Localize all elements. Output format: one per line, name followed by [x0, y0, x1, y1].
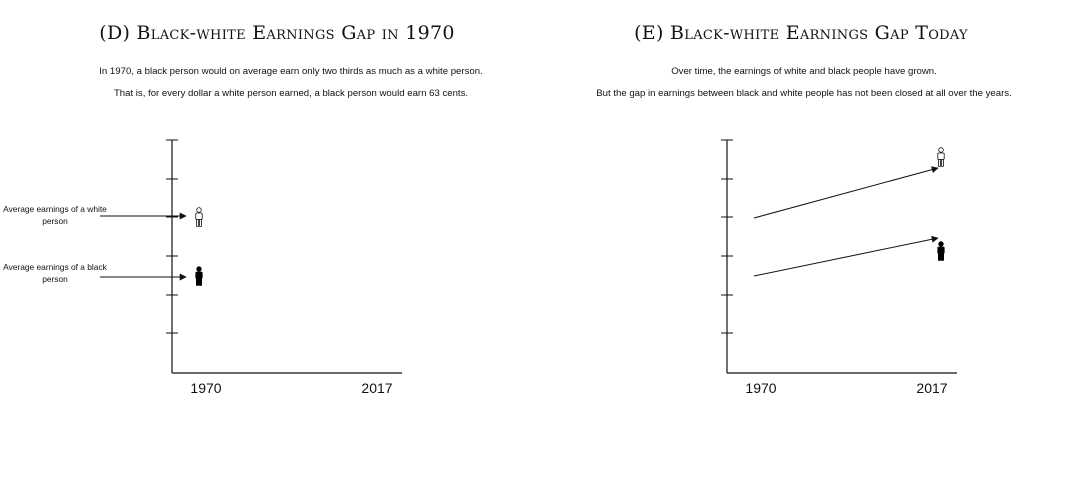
panel-d-title: (D) Black-white Earnings Gap in 1970 [99, 22, 455, 44]
panel-d: (D) Black-white Earnings Gap in 1970 In … [3, 22, 483, 396]
panel-d-caption-line1: In 1970, a black person would on average… [99, 66, 483, 77]
panel-d-chart: 1970 2017 [100, 139, 402, 396]
panel-e-caption-line1: Over time, the earnings of white and bla… [671, 66, 937, 77]
white-person-icon [195, 207, 203, 227]
panel-e-x-label-2017: 2017 [916, 380, 947, 396]
label-white-earnings: Average earnings of a white person [3, 204, 107, 226]
white-earnings-growth-line [753, 166, 939, 219]
panel-d-x-label-1970: 1970 [190, 380, 221, 396]
black-person-icon [195, 266, 203, 286]
black-person-icon [937, 241, 945, 261]
label-black-earnings: Average earnings of a black person [3, 262, 107, 284]
white-person-icon [937, 147, 945, 167]
panel-d-caption-line2: That is, for every dollar a white person… [113, 88, 469, 99]
panel-e-x-label-1970: 1970 [745, 380, 776, 396]
panel-e-title: (E) Black-white Earnings Gap Today [634, 22, 968, 44]
black-earnings-growth-line [753, 235, 939, 277]
panel-e-chart: 1970 2017 [721, 139, 957, 396]
panel-d-x-label-2017: 2017 [361, 380, 392, 396]
panel-e-caption-line2: But the gap in earnings between black an… [596, 88, 1012, 99]
panel-e: (E) Black-white Earnings Gap Today Over … [536, 0, 1072, 487]
